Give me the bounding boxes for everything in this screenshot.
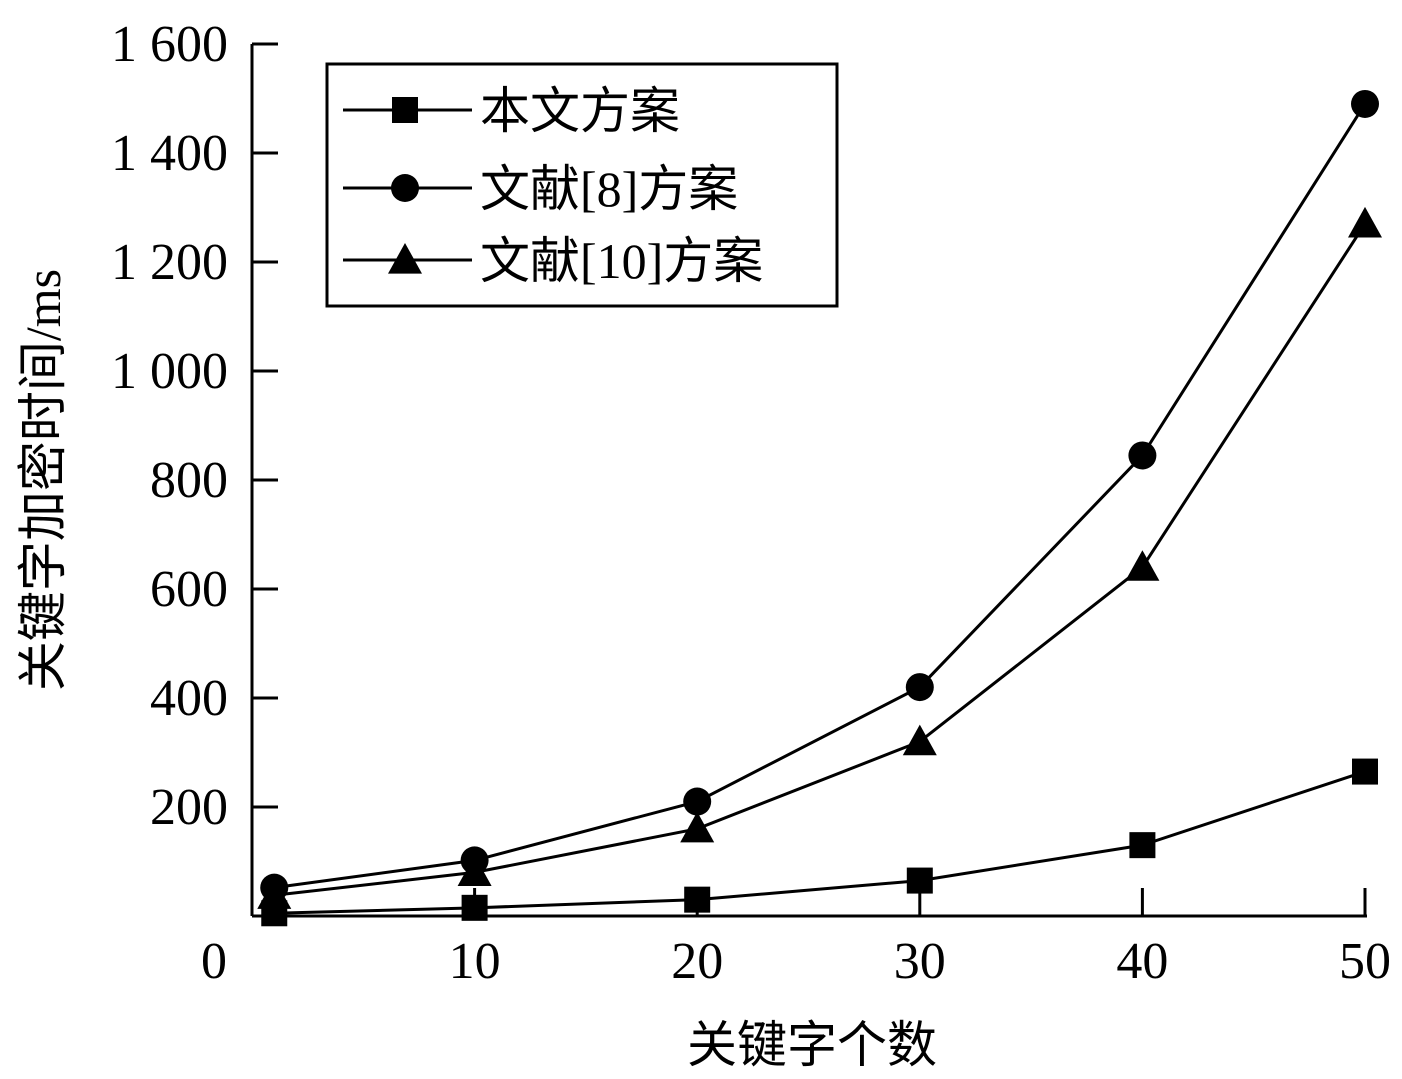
y-tick-label: 800 <box>150 452 228 509</box>
series-line-triangle <box>274 223 1367 897</box>
data-point-circle <box>1351 89 1379 118</box>
legend-marker-triangle <box>388 243 422 274</box>
data-point-triangle <box>257 878 292 909</box>
x-axis-title: 关键字个数 <box>687 1017 937 1073</box>
y-tick-label: 200 <box>150 779 228 836</box>
data-point-square <box>461 894 488 921</box>
series-triangle <box>257 206 1382 909</box>
data-point-square <box>906 867 933 894</box>
legend-marker-circle <box>391 174 419 202</box>
data-point-circle <box>683 787 712 816</box>
y-axis-title: 关键字加密时间/ms <box>15 269 71 691</box>
legend-label: 本文方案 <box>480 83 680 139</box>
y-tick-label: 1 400 <box>111 125 228 182</box>
legend-marker-square <box>392 97 418 123</box>
x-tick-label: 30 <box>894 933 946 990</box>
data-point-circle <box>1128 441 1157 470</box>
y-tick-label: 400 <box>150 670 228 727</box>
series-line-square <box>274 770 1366 915</box>
data-point-triangle <box>457 855 492 886</box>
x-tick-label: 40 <box>1116 933 1168 990</box>
y-tick-label: 1 200 <box>111 234 228 291</box>
x-tick-label: 20 <box>671 933 723 990</box>
series-line-circle <box>274 103 1367 890</box>
legend-label: 文献[8]方案 <box>480 161 738 217</box>
data-point-triangle <box>1125 550 1160 581</box>
data-point-triangle <box>1348 206 1382 238</box>
x-tick-label: 10 <box>449 933 501 990</box>
y-tick-label: 1 000 <box>111 343 228 400</box>
data-point-square <box>684 886 711 913</box>
y-tick-label: 600 <box>150 561 228 618</box>
x-tick-label: 50 <box>1339 933 1391 990</box>
data-point-square <box>1129 832 1156 859</box>
data-point-triangle <box>680 811 715 843</box>
data-point-triangle <box>902 724 937 756</box>
series-layer <box>257 89 1382 927</box>
data-point-circle <box>905 673 934 702</box>
data-point-square <box>1352 758 1378 785</box>
origin-label: 0 <box>201 933 227 990</box>
series-square <box>261 758 1378 927</box>
series-circle <box>260 89 1379 902</box>
y-tick-label: 1 600 <box>111 16 228 73</box>
legend-label: 文献[10]方案 <box>480 233 763 289</box>
